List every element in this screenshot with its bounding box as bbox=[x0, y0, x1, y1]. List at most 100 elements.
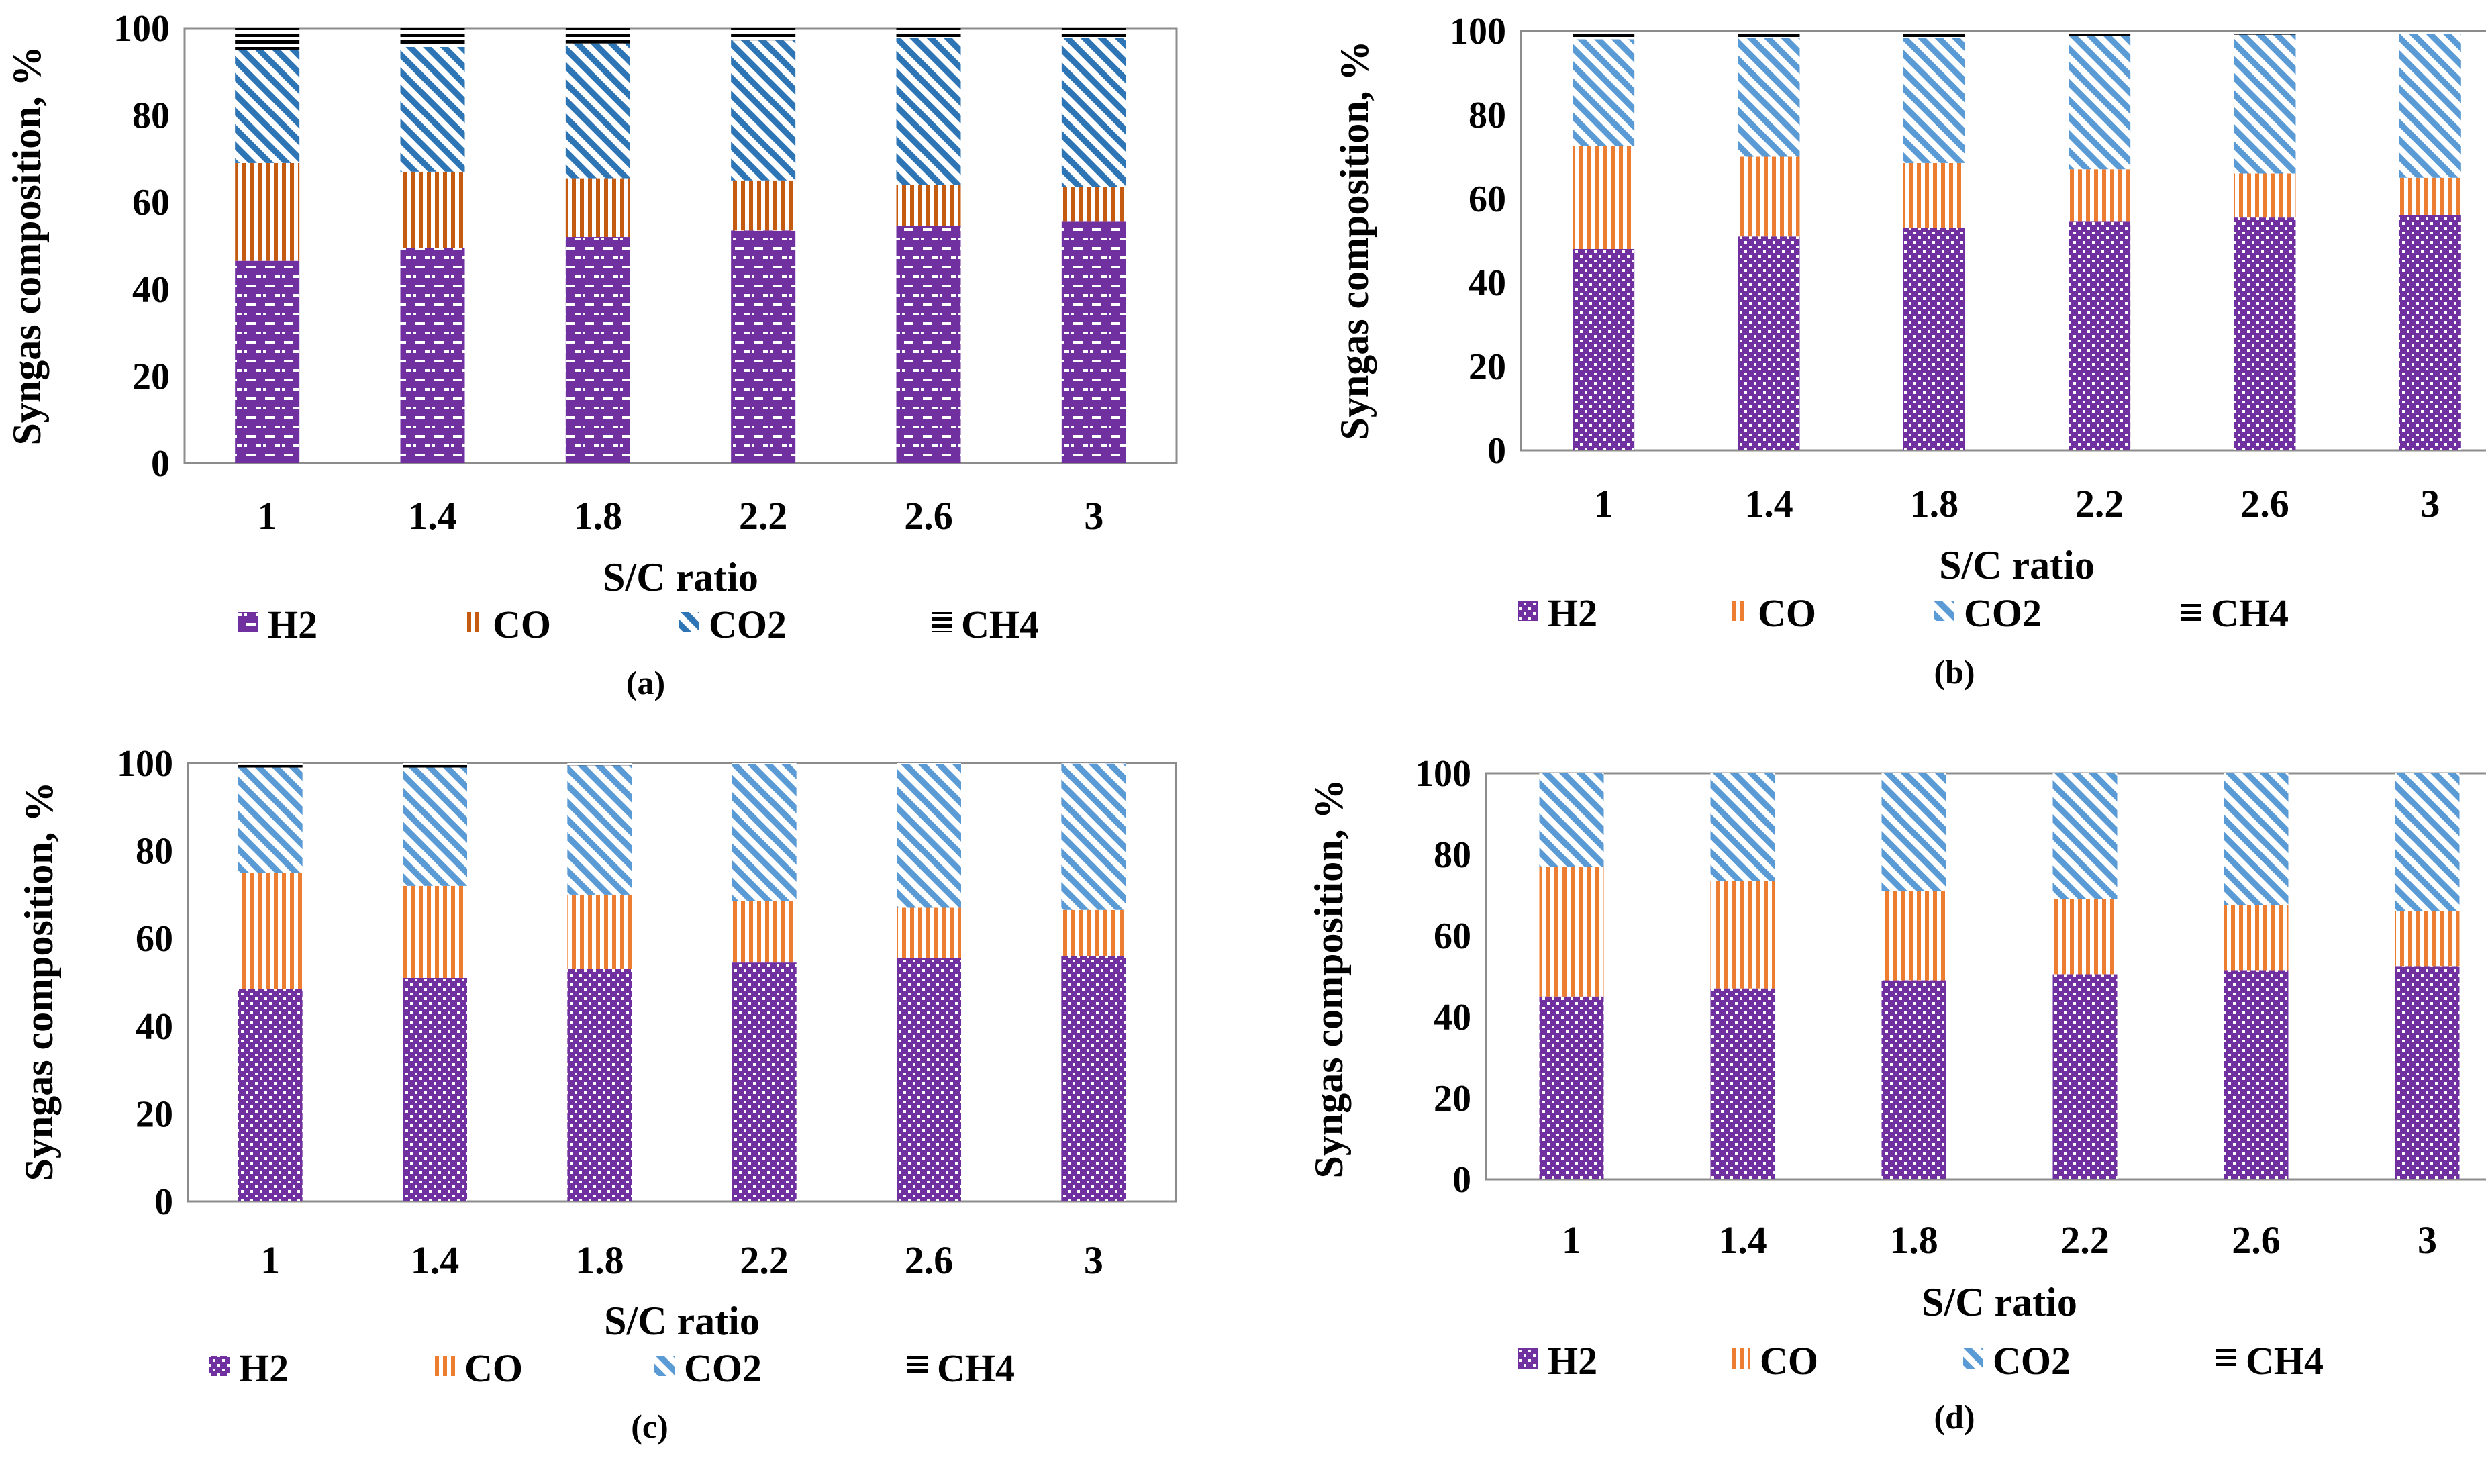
legend-label-h2: H2 bbox=[1548, 1339, 1597, 1383]
bar-segment-h2 bbox=[403, 977, 467, 1201]
bar-segment-co2 bbox=[1881, 773, 1946, 891]
x-tick-label: 1.8 bbox=[1889, 1218, 1938, 1262]
y-tick-label: 80 bbox=[1434, 834, 1471, 876]
bar-segment-co2 bbox=[732, 764, 797, 901]
legend-swatch-co2 bbox=[1963, 1348, 1983, 1369]
y-axis-title: Syngas composition, % bbox=[17, 781, 61, 1181]
bar-segment-ch4 bbox=[1061, 763, 1126, 764]
bar-segment-co bbox=[235, 162, 300, 261]
bar-segment-co bbox=[732, 901, 797, 963]
bar-segment-co2 bbox=[235, 50, 300, 163]
y-tick-label: 60 bbox=[132, 182, 170, 224]
bar-segment-co bbox=[1903, 162, 1965, 228]
bar-segment-co bbox=[1573, 146, 1635, 249]
chart-panel-3: 0 20 40 60 80 100 1 1.4 1.8 2.2 2.6 3 S/C ratio Synga… bbox=[17, 743, 1177, 1445]
x-tick-label: 1.8 bbox=[1910, 482, 1959, 526]
bar-segment-h2 bbox=[400, 248, 465, 463]
bar-segment-ch4 bbox=[731, 28, 796, 41]
x-tick-label: 3 bbox=[2420, 482, 2440, 526]
legend-swatch-h2 bbox=[238, 612, 258, 632]
bar-segment-h2 bbox=[1881, 980, 1946, 1179]
legend-label-co2: CO2 bbox=[684, 1346, 762, 1390]
legend-label-ch4: CH4 bbox=[2246, 1339, 2324, 1383]
legend-label-co: CO bbox=[493, 603, 551, 646]
bar-segment-co2 bbox=[567, 765, 632, 895]
bar-segment-co2 bbox=[1061, 38, 1126, 187]
bar-segment-co2 bbox=[2069, 36, 2131, 170]
x-tick-label: 1 bbox=[1594, 482, 1613, 526]
bar-segment-co2 bbox=[238, 767, 303, 873]
bar-segment-co bbox=[1061, 909, 1126, 956]
y-axis-title: Syngas composition, % bbox=[5, 46, 49, 445]
y-tick-label: 80 bbox=[136, 831, 173, 873]
bar-segment-ch4 bbox=[235, 28, 300, 50]
y-tick-label: 0 bbox=[151, 443, 170, 485]
legend-swatch-co bbox=[435, 1356, 455, 1376]
x-tick-label: 2.6 bbox=[905, 1238, 954, 1282]
bar-segment-ch4 bbox=[1573, 33, 1635, 40]
y-tick-label: 40 bbox=[136, 1006, 173, 1048]
x-tick-label: 3 bbox=[1084, 1238, 1103, 1282]
y-tick-label: 40 bbox=[132, 269, 170, 311]
bar-segment-h2 bbox=[2069, 221, 2131, 450]
x-tick-label: 2.6 bbox=[2232, 1218, 2281, 1262]
legend-label-ch4: CH4 bbox=[2211, 591, 2289, 635]
legend-label-ch4: CH4 bbox=[937, 1346, 1015, 1390]
bar-segment-co bbox=[2224, 905, 2289, 971]
y-tick-label: 80 bbox=[1469, 95, 1506, 136]
panel-caption: (d) bbox=[1934, 1398, 1975, 1436]
x-tick-label: 1 bbox=[258, 494, 277, 538]
y-tick-label: 0 bbox=[154, 1181, 173, 1223]
panel-caption: (c) bbox=[631, 1407, 668, 1445]
y-tick-label: 60 bbox=[136, 918, 173, 960]
bar-segment-h2 bbox=[897, 958, 961, 1201]
bar-segment-h2 bbox=[235, 260, 300, 463]
x-tick-label: 1.4 bbox=[1744, 482, 1793, 526]
legend-swatch-h2 bbox=[1518, 601, 1538, 621]
legend-swatch-ch4 bbox=[2181, 601, 2201, 621]
x-tick-label: 2.2 bbox=[2075, 482, 2124, 526]
bar-segment-co2 bbox=[1539, 773, 1604, 867]
legend-label-h2: H2 bbox=[268, 603, 317, 646]
bar-segment-ch4 bbox=[2069, 33, 2131, 36]
bar-segment-ch4 bbox=[896, 28, 961, 38]
bar-segment-ch4 bbox=[567, 763, 632, 766]
legend-swatch-h2 bbox=[209, 1356, 230, 1376]
x-tick-label: 2.2 bbox=[739, 494, 788, 538]
bar-segment-co2 bbox=[731, 40, 796, 181]
legend-swatch-co2 bbox=[654, 1356, 675, 1376]
bar-segment-h2 bbox=[1539, 996, 1604, 1179]
bar-segment-co2 bbox=[1738, 38, 1800, 157]
legend-label-ch4: CH4 bbox=[961, 603, 1039, 646]
bar-segment-h2 bbox=[238, 989, 303, 1201]
x-tick-label: 2.2 bbox=[2060, 1218, 2109, 1262]
bar-segment-h2 bbox=[2234, 217, 2296, 450]
y-tick-label: 40 bbox=[1434, 997, 1471, 1038]
x-axis-title: S/C ratio bbox=[604, 1299, 760, 1343]
bar-segment-ch4 bbox=[2399, 32, 2461, 34]
plot-area-frame bbox=[183, 27, 1178, 464]
y-tick-label: 20 bbox=[1469, 346, 1506, 388]
bar-segment-h2 bbox=[2052, 974, 2118, 1179]
bar-segment-h2 bbox=[1903, 228, 1965, 450]
x-axis-title: S/C ratio bbox=[603, 555, 758, 599]
x-axis-title: S/C ratio bbox=[1922, 1280, 2077, 1324]
bar-segment-co2 bbox=[1903, 38, 1965, 163]
panel-caption: (b) bbox=[1934, 653, 1975, 691]
bar-segment-co2 bbox=[400, 46, 465, 172]
bar-segment-co2 bbox=[2399, 34, 2461, 178]
bar-segment-co bbox=[896, 185, 961, 226]
bar-segment-co2 bbox=[2224, 773, 2289, 905]
bar-segment-co bbox=[1881, 891, 1946, 981]
x-tick-label: 1.8 bbox=[575, 1238, 624, 1282]
legend-label-co2: CO2 bbox=[709, 603, 787, 646]
legend-label-h2: H2 bbox=[1548, 591, 1597, 635]
x-axis-title: S/C ratio bbox=[1939, 543, 2095, 587]
legend-swatch-co2 bbox=[679, 612, 699, 632]
y-tick-label: 80 bbox=[132, 95, 170, 137]
bar-segment-h2 bbox=[567, 969, 632, 1201]
legend-label-h2: H2 bbox=[239, 1346, 289, 1390]
x-tick-label: 1.4 bbox=[1718, 1218, 1767, 1262]
bar-segment-ch4 bbox=[897, 763, 961, 764]
bar-segment-co bbox=[400, 171, 465, 248]
